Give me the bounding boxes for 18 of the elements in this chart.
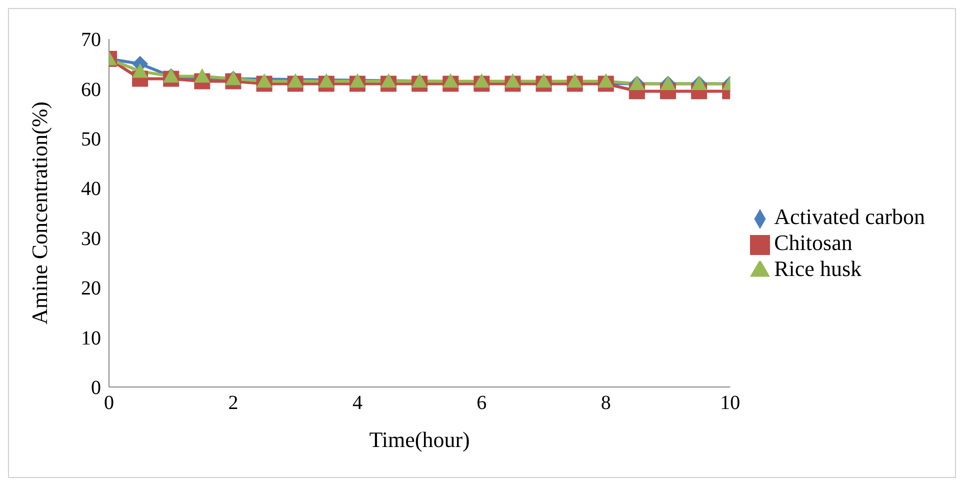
legend-label: Activated carbon xyxy=(774,204,925,229)
y-tick-label: 10 xyxy=(81,327,101,350)
y-tick-label: 0 xyxy=(91,377,101,400)
y-tick-label: 70 xyxy=(81,29,101,52)
x-tick-label: 4 xyxy=(352,392,362,414)
y-tick-label: 40 xyxy=(81,178,101,200)
x-tick-label: 8 xyxy=(600,392,611,414)
legend-label: Chitosan xyxy=(774,230,852,255)
x-axis-title: Time(hour) xyxy=(369,427,470,452)
x-tick-label: 2 xyxy=(228,392,238,414)
legend-label: Rice husk xyxy=(774,256,862,281)
y-tick-label: 60 xyxy=(81,78,101,101)
y-tick-label: 50 xyxy=(81,128,101,151)
x-tick-label: 10 xyxy=(720,392,740,414)
x-tick-label: 6 xyxy=(476,392,487,414)
y-tick-label: 20 xyxy=(81,278,101,300)
y-tick-label: 30 xyxy=(81,228,101,250)
y-axis-title: Amine Concentration(%) xyxy=(26,102,52,324)
